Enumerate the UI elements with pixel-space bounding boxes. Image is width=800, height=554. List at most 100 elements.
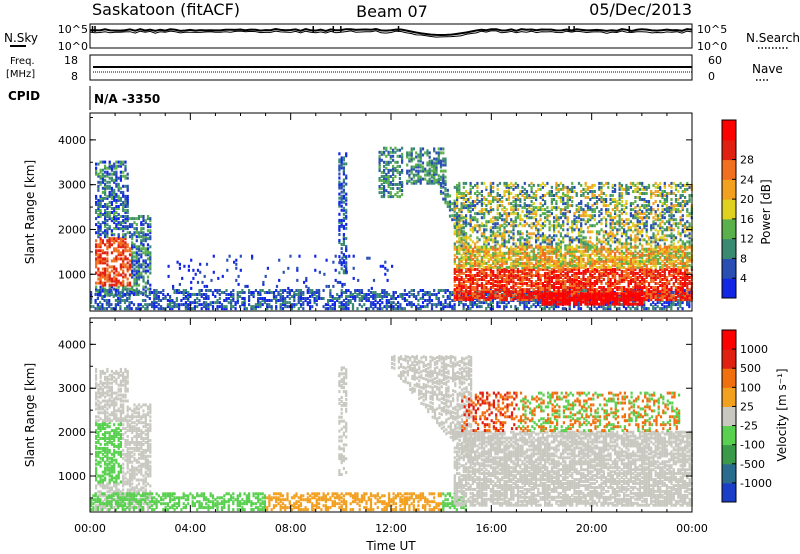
range-cell [336,297,339,300]
range-cell [525,216,529,220]
range-cell [464,303,467,307]
range-cell [677,222,680,226]
range-cell [257,305,260,309]
range-cell [584,204,587,208]
range-cell [638,216,641,220]
range-cell [342,172,345,176]
range-cell [487,293,490,296]
range-cell [433,175,436,178]
range-cell [108,241,111,245]
range-cell [663,242,666,246]
range-cell [99,291,102,294]
range-cell [338,212,341,216]
range-cell [494,296,497,300]
range-cell [501,236,504,240]
range-cell [661,230,664,234]
range-cell [521,218,524,222]
range-cell [383,175,386,178]
range-cell [117,241,120,245]
range-cell [636,218,639,222]
range-cell [349,293,352,296]
range-cell [105,303,108,307]
range-cell [616,206,619,210]
range-cell [656,305,659,309]
range-cell [132,303,136,307]
range-cell [645,234,648,238]
range-cell [363,295,366,298]
range-cell [460,284,463,287]
range-cell [146,281,150,285]
range-cell [453,261,456,265]
range-cell [573,214,576,218]
range-cell [564,307,567,311]
range-cell [338,297,341,300]
range-cell [380,195,383,199]
range-cell [122,245,125,249]
range-cell [456,247,459,251]
range-cell [516,194,520,197]
range-cell [688,305,691,309]
range-cell [184,303,187,307]
range-cell [645,228,648,232]
range-cell [498,253,502,257]
range-cell [367,297,370,300]
range-cell [236,293,239,296]
range-cell [480,301,483,305]
range-cell [453,209,456,213]
range-cell [340,218,343,222]
range-cell [341,256,344,260]
range-cell [544,234,547,238]
range-cell [521,263,524,267]
range-cell [408,153,411,157]
range-cell [611,228,614,232]
range-cell [562,208,565,212]
range-cell [117,253,120,257]
range-cell [505,198,508,201]
range-cell [550,236,553,240]
range-cell [505,224,508,228]
range-cell [117,207,120,210]
range-cell [677,202,680,206]
range-cell [115,211,118,214]
range-cell [573,212,576,216]
range-cell [580,200,583,203]
range-cell [611,236,614,240]
range-cell [123,307,127,311]
range-cell [516,278,520,281]
range-cell [503,261,506,265]
range-cell [507,280,511,283]
range-cell [419,289,422,292]
range-cell [679,238,682,242]
range-cell [270,291,273,294]
range-cell [600,218,603,222]
range-cell [589,230,592,234]
range-cell [498,181,502,185]
range-cell [505,183,508,187]
range-cell [439,181,443,185]
range-cell [512,187,515,191]
range-cell [124,233,127,237]
range-cell [408,169,411,173]
range-cell [480,276,483,279]
range-cell [338,164,341,168]
range-cell [507,301,510,305]
range-cell [681,242,684,246]
range-cell [149,283,152,287]
range-cell [117,233,120,237]
range-cell [135,271,138,275]
range-cell [465,238,468,242]
range-cell [131,241,134,245]
range-cell [137,249,141,253]
range-cell [458,192,461,195]
range-cell [398,170,401,174]
range-cell [523,267,526,271]
range-cell [568,198,571,201]
range-cell [417,165,420,169]
range-cell [609,216,612,220]
range-cell [122,225,125,229]
range-cell [465,286,468,289]
range-cell [575,208,578,212]
range-cell [602,240,605,244]
range-cell [397,295,400,298]
range-cell [577,220,581,224]
